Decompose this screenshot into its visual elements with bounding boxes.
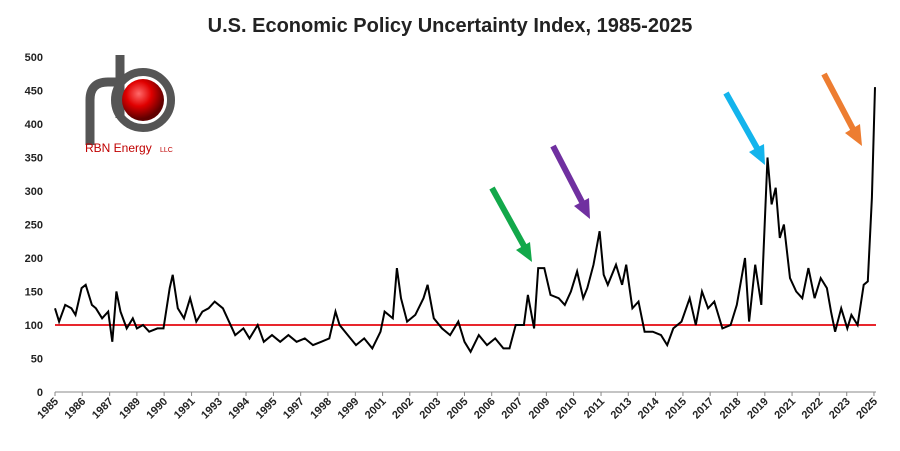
x-tick-label: 1998 — [308, 396, 334, 422]
x-tick-label: 2018 — [718, 396, 744, 422]
y-tick-label: 350 — [25, 153, 43, 165]
y-tick-label: 0 — [37, 387, 43, 399]
x-tick-label: 2023 — [827, 396, 853, 422]
x-tick-label: 1989 — [117, 396, 143, 422]
y-tick-label: 300 — [25, 186, 43, 198]
x-tick-label: 2007 — [499, 396, 525, 422]
x-tick-label: 1994 — [226, 395, 252, 421]
x-tick-label: 2015 — [663, 396, 689, 422]
x-tick-label: 2017 — [690, 396, 716, 422]
x-tick-label: 2019 — [745, 396, 771, 422]
x-tick-label: 2014 — [636, 395, 662, 421]
y-tick-label: 450 — [25, 86, 43, 98]
x-tick-label: 2011 — [582, 396, 607, 421]
x-tick-label: 2003 — [418, 396, 444, 422]
x-tick-label: 1997 — [281, 396, 307, 422]
chart-title: U.S. Economic Policy Uncertainty Index, … — [208, 15, 693, 37]
x-tick-label: 2006 — [472, 396, 498, 422]
x-tick-label: 2025 — [854, 396, 880, 422]
arrows — [489, 72, 862, 262]
x-tick-label: 2002 — [390, 396, 416, 422]
x-tick-label: 1990 — [144, 396, 170, 422]
x-tick-label: 2009 — [527, 396, 553, 422]
x-tick-label: 2021 — [772, 396, 798, 422]
data-line — [54, 87, 876, 354]
x-tick-label: 1991 — [172, 396, 198, 422]
x-tick-label: 2010 — [554, 396, 580, 422]
y-tick-label: 50 — [31, 354, 43, 366]
x-tick-label: 2022 — [800, 396, 826, 422]
x-tick-label: 1995 — [254, 396, 280, 422]
x-tick-label: 1999 — [336, 396, 362, 422]
x-tick-label: 1993 — [199, 396, 225, 422]
y-tick-label: 150 — [25, 287, 43, 299]
logo: RBN Energy LLC — [85, 55, 175, 155]
y-tick-label: 200 — [25, 253, 43, 265]
y-tick-label: 100 — [25, 320, 43, 332]
y-tick-label: 500 — [25, 52, 43, 64]
logo-text: RBN Energy — [85, 141, 152, 155]
x-tick-label: 1985 — [35, 396, 61, 422]
y-tick-label: 250 — [25, 220, 43, 232]
x-tick-label: 1986 — [63, 396, 89, 422]
x-tick-label: 2001 — [363, 396, 389, 422]
y-tick-label: 400 — [25, 119, 43, 131]
x-tick-label: 1987 — [90, 396, 116, 422]
x-tick-label: 2013 — [609, 396, 635, 422]
x-tick-label: 2005 — [445, 396, 471, 422]
logo-suffix: LLC — [160, 147, 173, 154]
